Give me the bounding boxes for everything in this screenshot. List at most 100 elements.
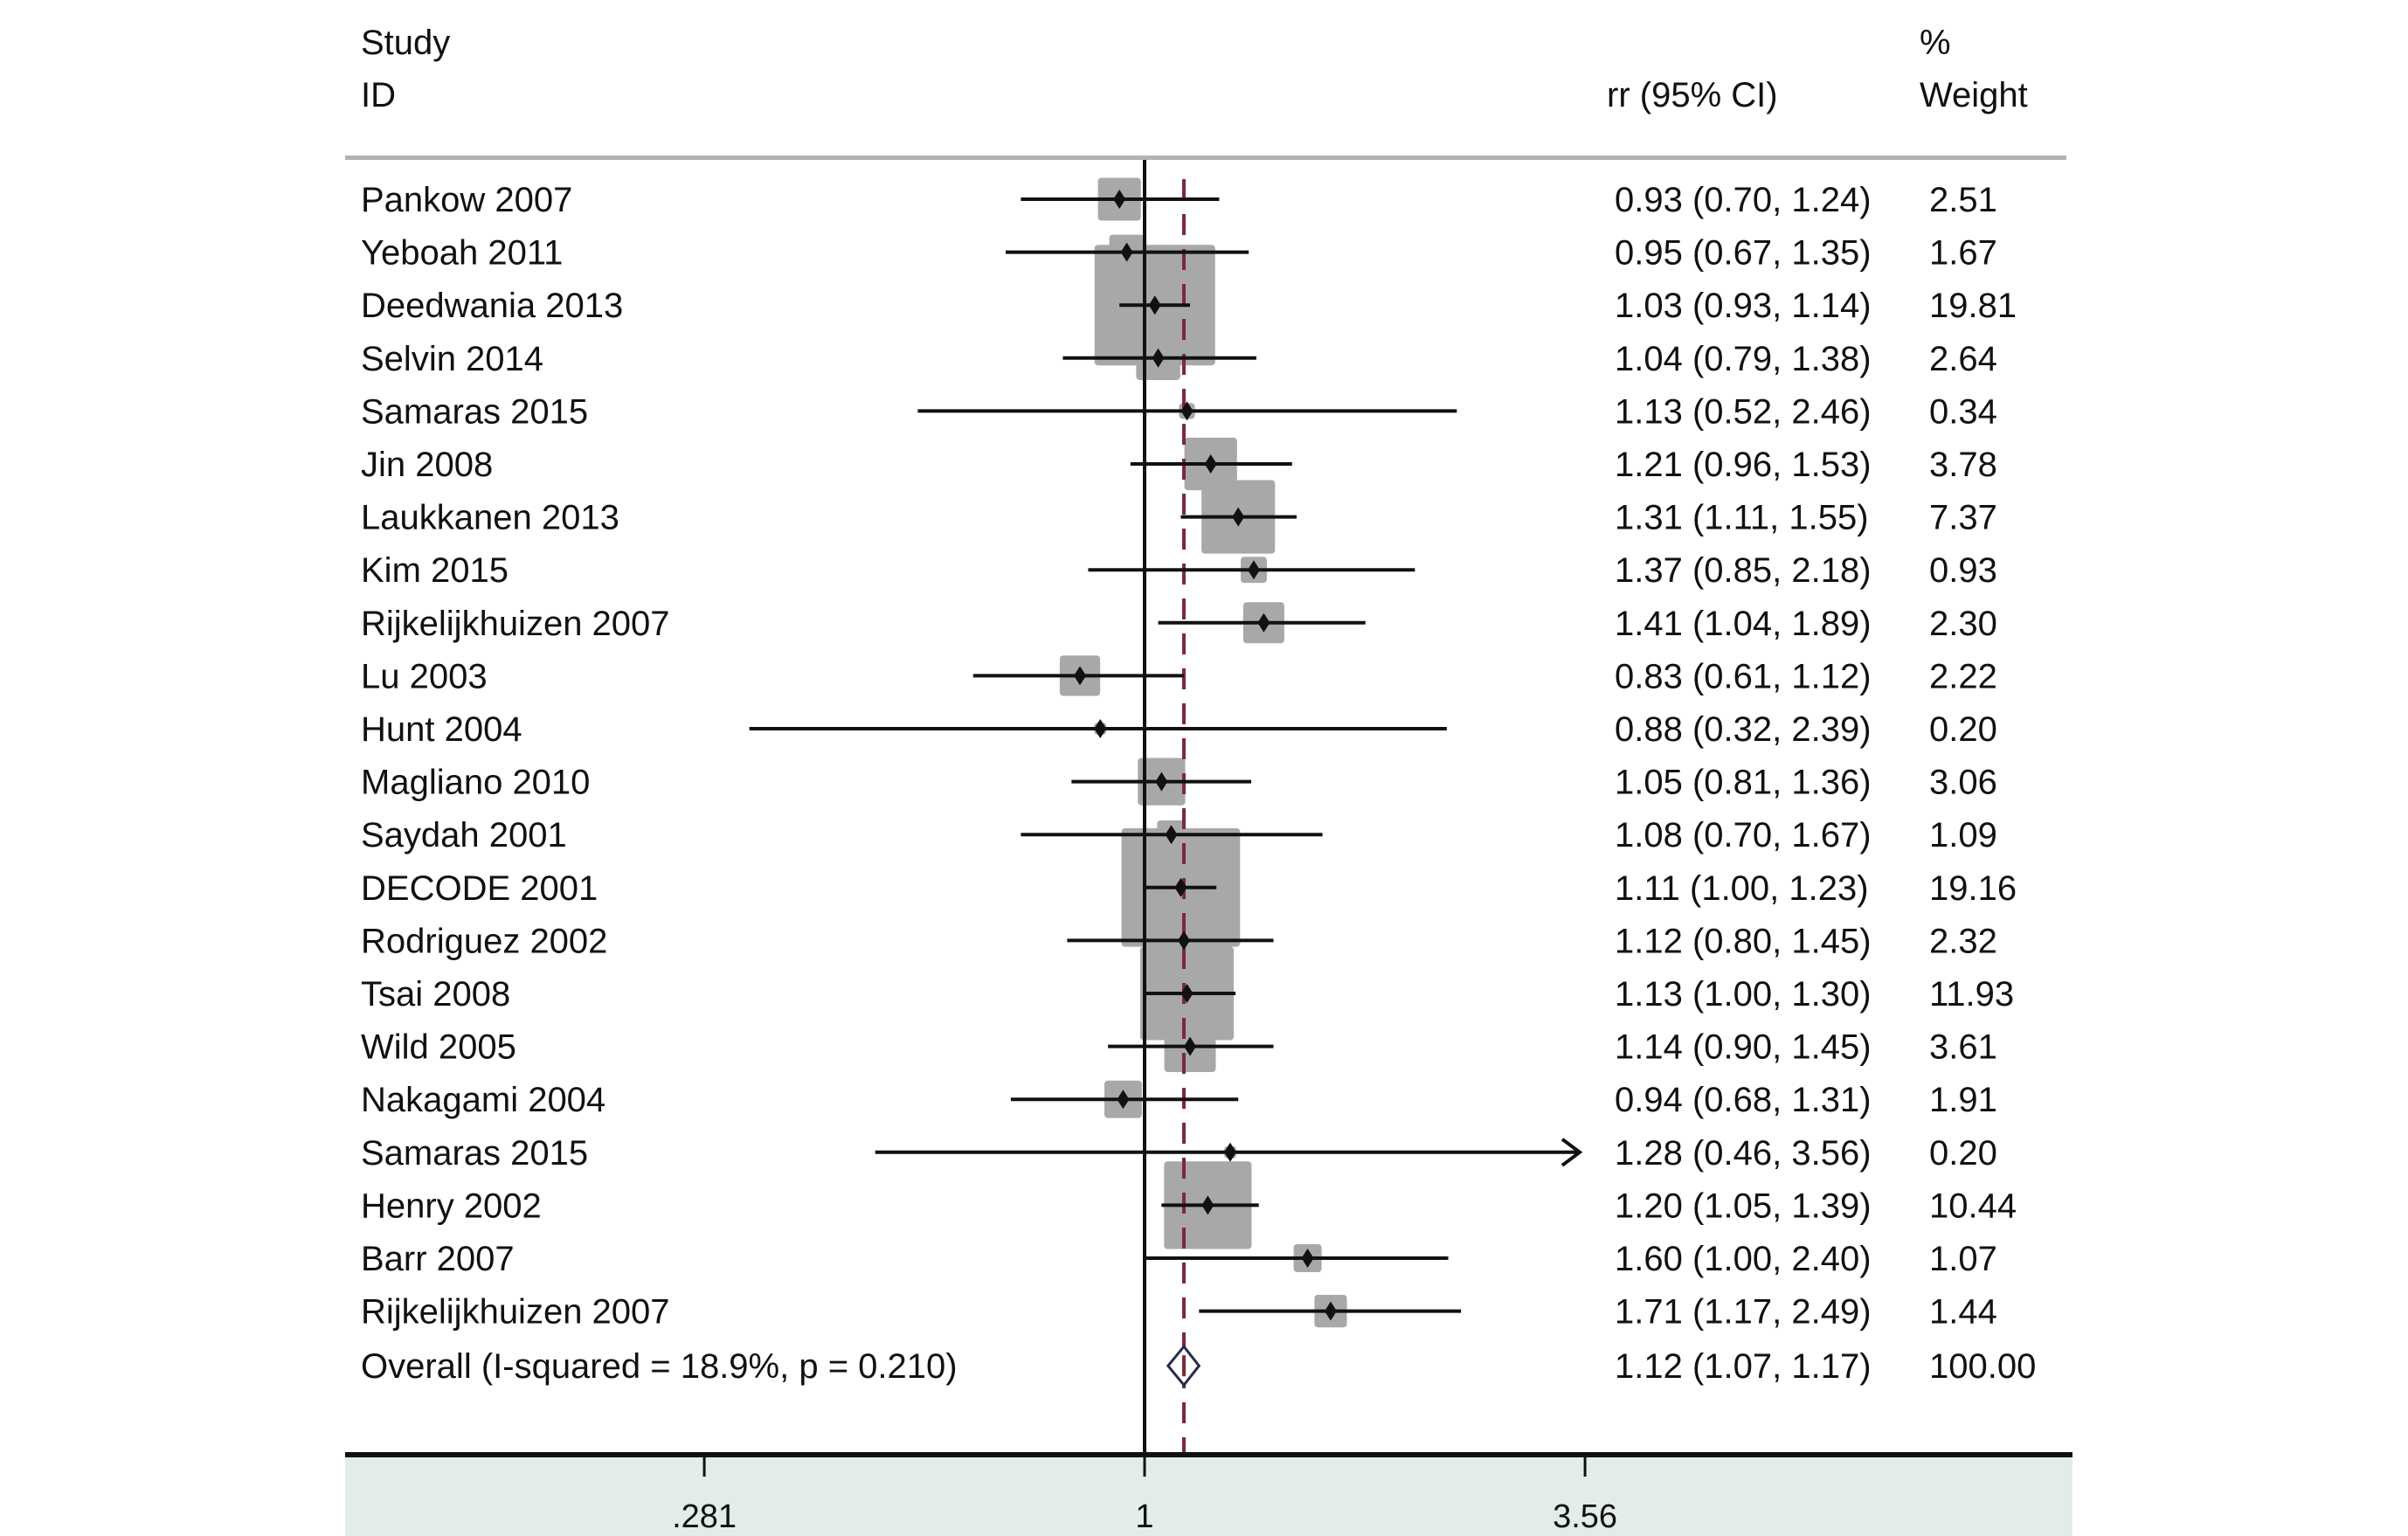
- weight-label: 0.34: [1929, 392, 1997, 431]
- weight-label: 0.20: [1929, 710, 1997, 749]
- study-label: Magliano 2010: [361, 764, 590, 802]
- axis-band: [345, 1457, 2072, 1536]
- overall-label: Overall (I-squared = 18.9%, p = 0.210): [361, 1347, 958, 1386]
- effect-ci-label: 0.83 (0.61, 1.12): [1615, 657, 1872, 695]
- study-label: Rijkelijkhuizen 2007: [361, 1293, 670, 1332]
- point-estimate: [1113, 190, 1126, 209]
- weight-label: 3.78: [1929, 446, 1997, 484]
- header-weight-percent: %: [1920, 24, 1951, 62]
- x-axis-ticks: .281 1 3.56: [672, 1457, 1617, 1535]
- study-label: Henry 2002: [361, 1187, 542, 1225]
- study-label: Samaras 2015: [361, 392, 588, 431]
- weight-label: 2.64: [1929, 340, 1997, 378]
- study-label: Rijkelijkhuizen 2007: [361, 605, 670, 643]
- study-label: Tsai 2008: [361, 975, 510, 1014]
- study-label: Rodriguez 2002: [361, 922, 607, 960]
- effect-ci-label: 1.37 (0.85, 2.18): [1615, 551, 1872, 590]
- header-id: ID: [361, 76, 396, 114]
- study-label: Kim 2015: [361, 551, 509, 590]
- effect-ci-label: 1.71 (1.17, 2.49): [1615, 1293, 1872, 1332]
- effect-ci-label: 1.13 (1.00, 1.30): [1615, 975, 1872, 1014]
- weight-label: 1.91: [1929, 1081, 1997, 1119]
- weight-label: 10.44: [1929, 1187, 2017, 1225]
- weight-label: 2.32: [1929, 922, 1997, 960]
- effect-ci-label: 1.12 (0.80, 1.45): [1615, 922, 1872, 960]
- point-estimate: [1165, 825, 1178, 845]
- weight-label: 1.07: [1929, 1240, 1997, 1278]
- header-weight: Weight: [1920, 76, 2028, 114]
- study-label: Pankow 2007: [361, 181, 572, 219]
- point-estimate: [1324, 1301, 1337, 1321]
- weight-label: 0.20: [1929, 1134, 1997, 1173]
- point-estimate: [1117, 1090, 1130, 1110]
- point-estimate: [1247, 560, 1260, 580]
- weight-label: 0.93: [1929, 551, 1997, 590]
- study-label: Samaras 2015: [361, 1134, 588, 1173]
- effect-ci-label: 1.05 (0.81, 1.36): [1615, 764, 1872, 802]
- point-estimate: [1155, 771, 1168, 792]
- effect-ci-label: 1.41 (1.04, 1.89): [1615, 605, 1872, 643]
- header-study: Study: [361, 24, 450, 62]
- weight-label: 1.09: [1929, 816, 1997, 854]
- study-label: Lu 2003: [361, 657, 488, 695]
- effect-ci-label: 1.28 (0.46, 3.56): [1615, 1134, 1872, 1173]
- x-axis-line: [345, 1452, 2072, 1457]
- weight-label: 3.06: [1929, 764, 1997, 802]
- weight-label: 2.51: [1929, 181, 1997, 219]
- ci-arrow-icon: [1560, 1138, 1583, 1167]
- effect-ci-label: 0.93 (0.70, 1.24): [1615, 181, 1872, 219]
- study-label: Nakagami 2004: [361, 1081, 605, 1119]
- effect-ci-label: 0.88 (0.32, 2.39): [1615, 710, 1872, 749]
- study-label: Barr 2007: [361, 1240, 515, 1278]
- effect-ci-label: 1.08 (0.70, 1.67): [1615, 816, 1872, 854]
- study-label: Wild 2005: [361, 1028, 516, 1067]
- point-estimate: [1074, 666, 1087, 686]
- point-estimate: [1152, 348, 1165, 368]
- x-tick-label: .281: [672, 1498, 737, 1535]
- point-estimate: [1184, 1036, 1197, 1056]
- overall-weight-label: 100.00: [1929, 1347, 2036, 1386]
- point-estimate: [1257, 612, 1270, 633]
- study-label: Saydah 2001: [361, 816, 567, 854]
- header-effect: rr (95% CI): [1607, 76, 1778, 114]
- marks-layer: [749, 160, 1583, 1452]
- point-estimate: [1301, 1249, 1314, 1268]
- effect-ci-label: 0.95 (0.67, 1.35): [1615, 234, 1872, 273]
- effect-ci-label: 1.11 (1.00, 1.23): [1615, 869, 1869, 908]
- weight-label: 1.67: [1929, 234, 1997, 273]
- weight-label: 19.16: [1929, 869, 2017, 908]
- effect-ci-label: 1.04 (0.79, 1.38): [1615, 340, 1872, 378]
- point-estimate: [1120, 242, 1133, 262]
- weight-label: 1.44: [1929, 1293, 1997, 1332]
- study-label: Hunt 2004: [361, 710, 522, 749]
- weight-label: 3.61: [1929, 1028, 1997, 1067]
- overall-effect-ci-label: 1.12 (1.07, 1.17): [1615, 1347, 1872, 1386]
- point-estimate: [1201, 1195, 1214, 1215]
- effect-ci-label: 1.13 (0.52, 2.46): [1615, 392, 1872, 431]
- weight-label: 7.37: [1929, 499, 1997, 537]
- x-tick-label: 1: [1135, 1498, 1153, 1535]
- point-estimate: [1177, 931, 1190, 951]
- point-estimate: [1232, 507, 1245, 527]
- effect-ci-label: 1.20 (1.05, 1.39): [1615, 1187, 1872, 1225]
- weight-label: 11.93: [1929, 975, 2014, 1014]
- effect-ci-label: 0.94 (0.68, 1.31): [1615, 1081, 1872, 1119]
- point-estimate: [1148, 295, 1161, 315]
- point-estimate: [1094, 719, 1107, 738]
- point-estimate: [1174, 877, 1187, 897]
- effect-ci-label: 1.03 (0.93, 1.14): [1615, 287, 1872, 325]
- x-tick-label: 3.56: [1553, 1498, 1617, 1535]
- study-label: Deedwania 2013: [361, 287, 623, 325]
- point-estimate: [1224, 1142, 1237, 1162]
- rows-layer: Pankow 2007 0.93 (0.70, 1.24) 2.51 Yeboah 2…: [361, 181, 2036, 1386]
- effect-ci-label: 1.21 (0.96, 1.53): [1615, 446, 1872, 484]
- effect-ci-label: 1.14 (0.90, 1.45): [1615, 1028, 1872, 1067]
- study-label: Selvin 2014: [361, 340, 543, 378]
- study-label: Yeboah 2011: [361, 234, 563, 273]
- study-label: Jin 2008: [361, 446, 493, 484]
- point-estimate: [1180, 401, 1194, 421]
- weight-label: 19.81: [1929, 287, 2017, 325]
- weight-label: 2.30: [1929, 605, 1997, 643]
- effect-ci-label: 1.60 (1.00, 2.40): [1615, 1240, 1872, 1278]
